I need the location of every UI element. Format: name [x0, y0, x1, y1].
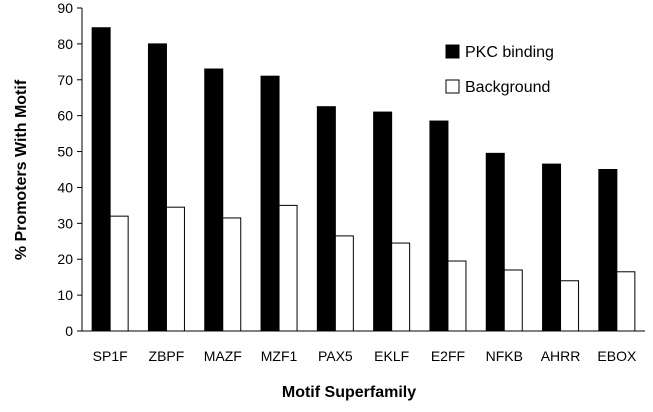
y-tick-label: 60 — [57, 108, 73, 124]
y-tick-label: 80 — [57, 36, 73, 52]
x-tick-label: SP1F — [93, 348, 128, 364]
bar-background-nfkb — [503, 269, 523, 332]
legend-label-background: Background — [465, 79, 550, 96]
y-axis-ticks: 0 10 20 30 40 50 60 70 80 90 — [57, 0, 82, 339]
bar-background-ahrr — [560, 280, 580, 332]
legend-label-pkc-binding: PKC binding — [465, 44, 554, 61]
bar-pkc-binding-mzf1 — [260, 75, 280, 332]
y-tick-label: 20 — [57, 251, 73, 267]
y-tick-label: 40 — [57, 179, 73, 195]
bar-pkc-binding-eklf — [373, 111, 393, 332]
bar-pkc-binding-zbpf — [147, 43, 167, 332]
y-axis-title: % Promoters With Motif — [13, 79, 30, 260]
bar-background-e2ff — [447, 260, 467, 332]
x-tick-label: MZF1 — [261, 348, 298, 364]
bar-pkc-binding-mazf — [204, 68, 224, 332]
y-tick-label: 90 — [57, 0, 73, 16]
x-tick-label: EKLF — [374, 348, 409, 364]
x-axis-ticks: SP1F ZBPF MAZF MZF1 PAX5 EKLF E2FF NFKB AHRR EBOX — [93, 348, 637, 364]
bar-pkc-binding-ebox — [598, 169, 618, 332]
x-tick-label: PAX5 — [318, 348, 353, 364]
bar-background-eklf — [391, 242, 411, 332]
legend-swatch-background — [445, 79, 460, 94]
x-tick-label: EBOX — [597, 348, 637, 364]
bar-background-mazf — [222, 217, 242, 332]
x-tick-label: MAZF — [204, 348, 242, 364]
bar-pkc-binding-sp1f — [91, 27, 111, 332]
bar-pkc-binding-e2ff — [429, 120, 449, 332]
bar-background-zbpf — [165, 206, 185, 332]
x-tick-label: NFKB — [486, 348, 523, 364]
bar-background-sp1f — [109, 215, 129, 332]
bars — [91, 27, 636, 332]
x-tick-label: E2FF — [431, 348, 465, 364]
x-axis-title: Motif Superfamily — [282, 384, 416, 401]
y-tick-label: 10 — [57, 287, 73, 303]
bar-pkc-binding-ahrr — [542, 163, 562, 332]
bar-pkc-binding-nfkb — [485, 152, 505, 332]
bar-background-mzf1 — [278, 204, 298, 332]
bar-background-ebox — [616, 271, 636, 332]
y-tick-label: 50 — [57, 144, 73, 160]
legend: PKC binding Background — [445, 44, 554, 96]
bar-pkc-binding-pax5 — [316, 106, 336, 332]
y-tick-label: 70 — [57, 72, 73, 88]
y-tick-label: 30 — [57, 215, 73, 231]
x-tick-label: AHRR — [541, 348, 581, 364]
x-tick-label: ZBPF — [149, 348, 185, 364]
y-tick-label: 0 — [65, 323, 73, 339]
legend-swatch-pkc-binding — [445, 44, 460, 59]
bar-background-pax5 — [334, 235, 354, 332]
